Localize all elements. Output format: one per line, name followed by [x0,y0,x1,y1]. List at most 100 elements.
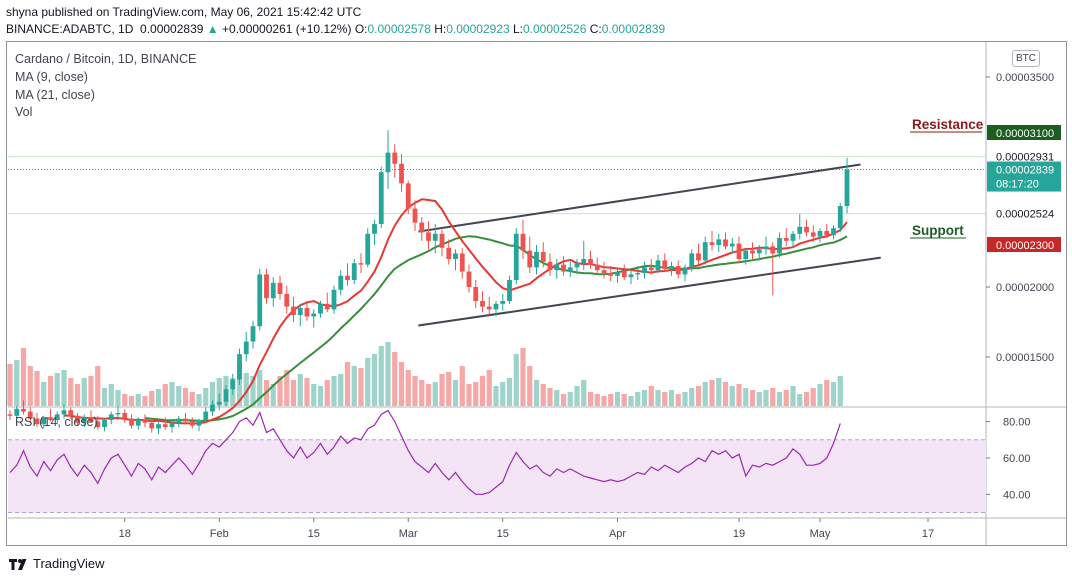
candle-body [466,271,472,287]
candle-body [817,231,823,237]
volume-bar [776,392,783,406]
volume-bar [581,380,587,406]
candle-body [736,243,742,259]
volume-bar [270,384,276,406]
candle-body [210,404,215,412]
publish-info: shyna published on TradingView.com, May … [6,5,362,19]
volume-bar [169,382,175,406]
volume-bar [385,342,391,406]
candle-body [804,226,809,233]
candle-body [183,418,188,422]
candle-body [642,267,647,273]
rsi-tick-label: 80.00 [1003,417,1031,429]
volume-bar [54,373,60,406]
volume-bar [142,396,148,406]
volume-bar [392,352,398,406]
volume-bar [500,382,506,406]
candle-body [831,228,836,236]
candle-body [156,424,161,429]
candle-body [615,271,620,276]
volume-bar [459,366,465,406]
volume-bar [695,386,702,406]
candle-body [135,420,141,426]
volume-bar [176,386,182,406]
volume-bar [317,386,324,406]
volume-bar [770,388,776,406]
volume-bar [344,362,351,406]
candle-body [203,411,209,420]
rsi-band [8,439,986,513]
volume-bar [277,376,283,406]
volume-bar [533,380,540,406]
volume-bar [560,394,567,406]
volume-bar [648,386,654,406]
candle-body [446,247,452,259]
candle-body [196,420,202,426]
volume-bar [7,364,13,406]
candle-body [567,267,573,272]
volume-bar [682,392,688,406]
volume-bar [95,366,101,406]
volume-bar [446,372,452,406]
volume-bar [81,378,87,406]
volume-bar [452,380,459,406]
candle-body [689,253,695,268]
volume-bar [709,380,715,406]
volume-bar [250,376,256,406]
candle-body [682,267,688,275]
candle-body [257,274,263,327]
rsi-legend: RSI (14, close) [15,415,98,429]
volume-bar [425,384,432,406]
candle-body [824,231,830,236]
footer-brand[interactable]: TradingView [8,556,105,571]
high-value: 0.00002923 [446,22,510,36]
currency-badge[interactable]: BTC [1012,50,1040,67]
candle-body [534,252,539,268]
volume-bar [749,390,756,406]
candle-body [385,152,391,173]
volume-bar [14,360,20,406]
candle-body [696,253,701,261]
candle-body [358,263,364,265]
chart-frame [6,41,1067,546]
candle-body [588,259,593,265]
volume-bar [756,392,762,406]
volume-bar [702,382,708,406]
candle-body [88,417,94,422]
volume-bar [419,380,425,406]
candle-body [14,408,20,416]
price-badge-current [987,161,1061,192]
volume-bar [479,376,486,406]
volume-bar [115,390,121,406]
candle-body [655,260,661,271]
candle-body [770,246,776,254]
candle-body [729,243,735,247]
candle-body [527,250,533,268]
volume-bar [311,384,317,406]
volume-bar [513,354,519,406]
x-tick-label: Apr [609,528,626,540]
volume-bar [304,378,310,406]
candle-body [189,421,195,426]
candle-body [304,308,310,317]
volume-bar [331,376,337,406]
candle-body [176,418,182,423]
rsi-tick-label: 60.00 [1003,453,1031,465]
candle-body [662,260,668,269]
candle-body [763,246,769,250]
volume-bar [149,391,155,406]
candle-body [480,301,485,307]
candle-body [48,417,53,420]
volume-bar [655,390,661,406]
volume-bar [473,382,479,406]
rsi-line [9,409,841,495]
volume-bar [398,362,405,406]
candle-body [115,413,121,415]
candle-body [345,275,350,280]
volume-bar [155,389,162,406]
candle-body [405,183,411,209]
volume-bar [47,376,54,406]
candle-body [412,208,418,223]
candle-body [108,414,114,420]
